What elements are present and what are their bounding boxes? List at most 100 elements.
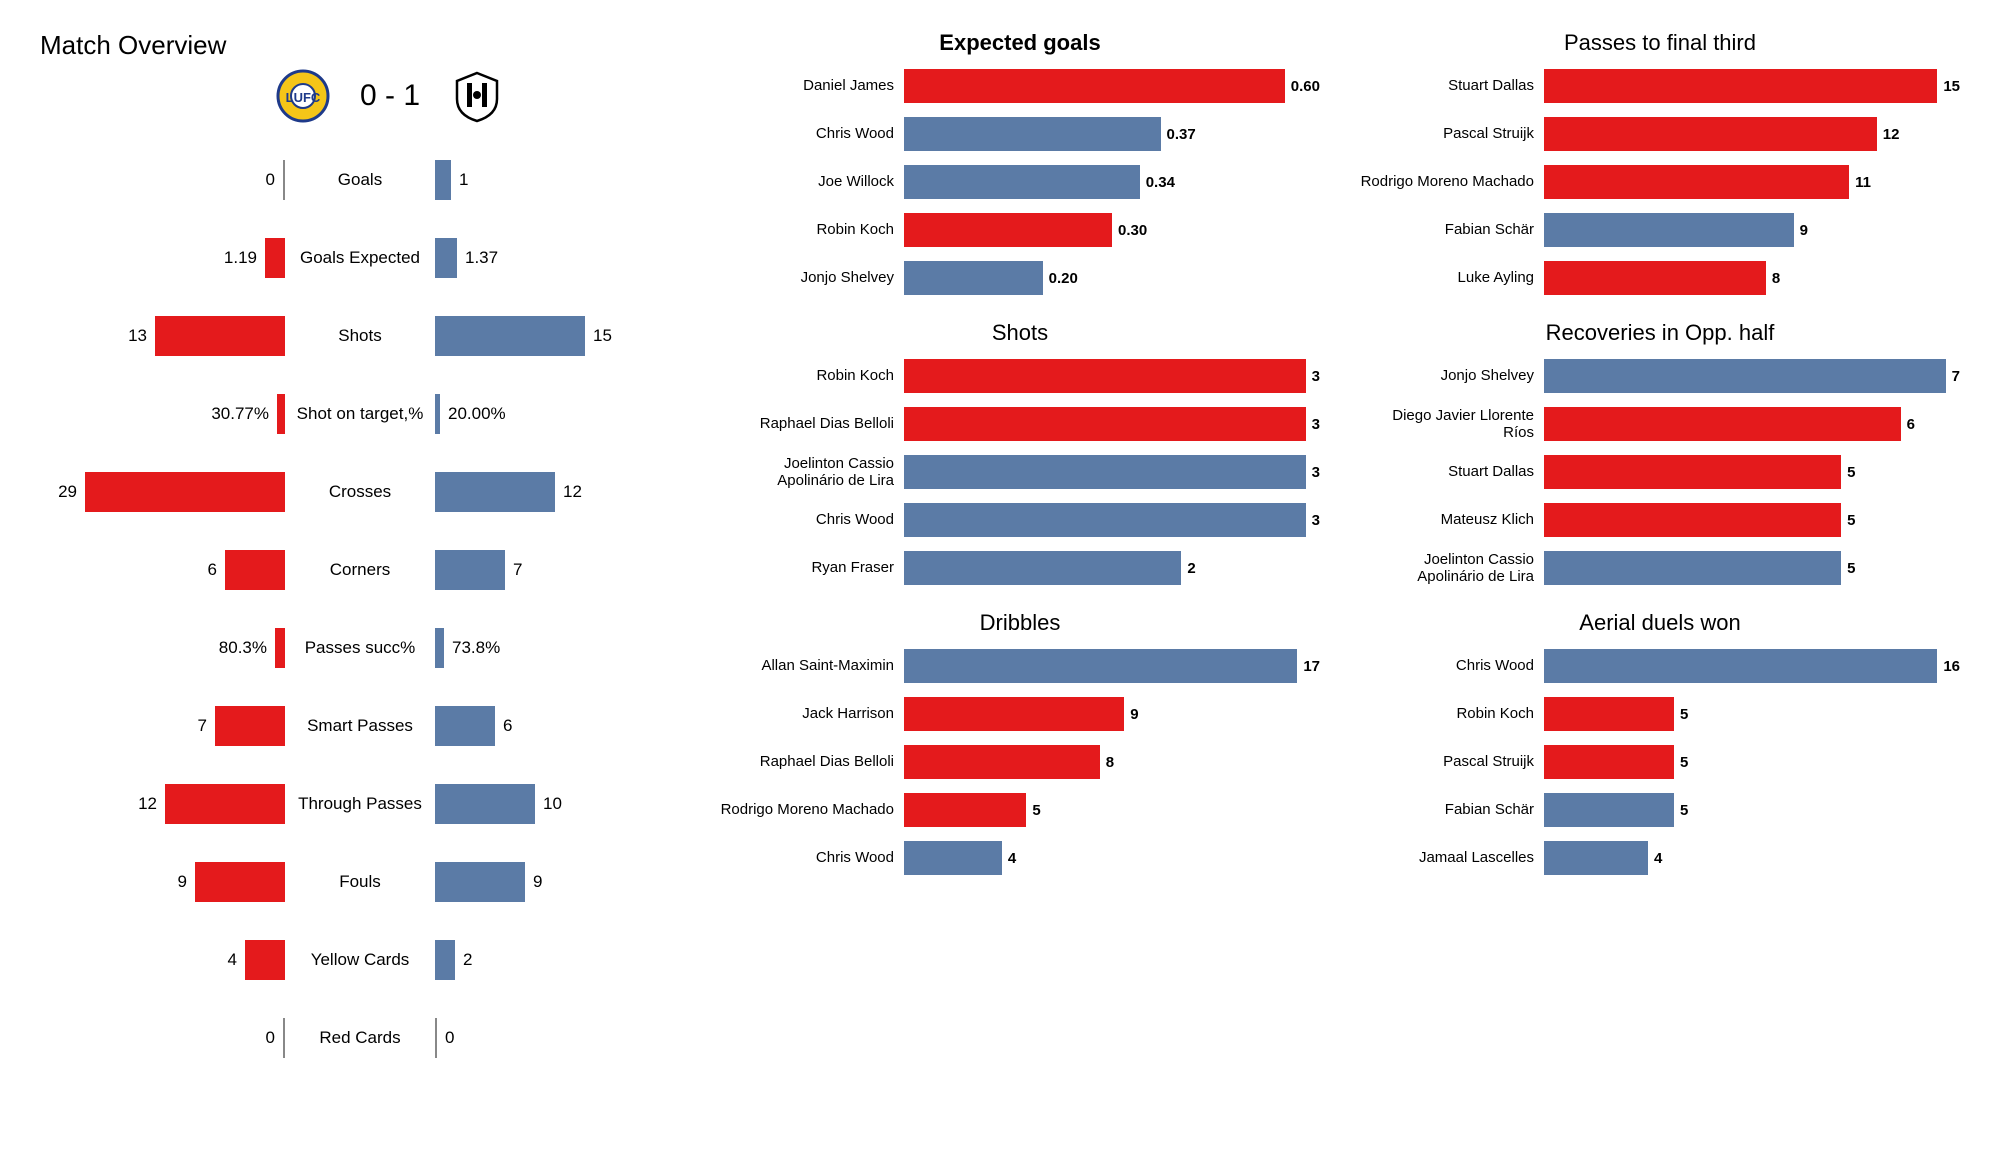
player-value: 0.37 bbox=[1161, 126, 1196, 143]
player-name: Robin Koch bbox=[720, 221, 898, 238]
player-value: 5 bbox=[1841, 464, 1855, 481]
overview-home-value: 12 bbox=[130, 794, 165, 814]
overview-home-side: 9 bbox=[40, 862, 285, 902]
player-value: 5 bbox=[1674, 706, 1688, 723]
player-value: 3 bbox=[1306, 416, 1320, 433]
player-bar bbox=[1544, 213, 1794, 247]
player-name: Pascal Struijk bbox=[1360, 753, 1538, 770]
overview-away-value: 7 bbox=[505, 560, 530, 580]
overview-away-side: 12 bbox=[435, 472, 680, 512]
player-row: Mateusz Klich5 bbox=[1360, 496, 1960, 544]
player-value: 0.34 bbox=[1140, 174, 1175, 191]
player-value: 3 bbox=[1306, 368, 1320, 385]
player-bar bbox=[904, 793, 1026, 827]
player-row: Stuart Dallas15 bbox=[1360, 62, 1960, 110]
overview-stat-label: Smart Passes bbox=[285, 716, 435, 736]
player-row: Daniel James0.60 bbox=[720, 62, 1320, 110]
home-badge-icon: LUFC bbox=[276, 69, 330, 123]
overview-home-bar bbox=[155, 316, 285, 356]
overview-away-bar bbox=[435, 472, 555, 512]
player-bar-wrap: 8 bbox=[904, 745, 1320, 779]
player-name: Fabian Schär bbox=[1360, 801, 1538, 818]
player-name: Jonjo Shelvey bbox=[1360, 367, 1538, 384]
overview-home-bar bbox=[85, 472, 285, 512]
player-bar bbox=[1544, 551, 1841, 585]
overview-away-side: 6 bbox=[435, 706, 680, 746]
player-bar-wrap: 0.37 bbox=[904, 117, 1320, 151]
player-value: 2 bbox=[1181, 560, 1195, 577]
overview-panel: Match Overview LUFC 0 - 1 0Goals11.19Goa bbox=[40, 30, 680, 1145]
player-chart-title: Aerial duels won bbox=[1360, 610, 1960, 636]
player-value: 9 bbox=[1124, 706, 1138, 723]
player-name: Joelinton Cassio Apolinário de Lira bbox=[720, 455, 898, 490]
player-bar-wrap: 4 bbox=[1544, 841, 1960, 875]
overview-home-side: 13 bbox=[40, 316, 285, 356]
player-value: 8 bbox=[1766, 270, 1780, 287]
overview-row: 13Shots15 bbox=[40, 297, 680, 375]
player-bar bbox=[1544, 455, 1841, 489]
player-bar-wrap: 3 bbox=[904, 407, 1320, 441]
player-chart: Recoveries in Opp. halfJonjo Shelvey7Die… bbox=[1360, 320, 1960, 592]
player-bar-wrap: 3 bbox=[904, 503, 1320, 537]
player-row: Fabian Schär 5 bbox=[1360, 786, 1960, 834]
player-chart: Expected goalsDaniel James0.60Chris Wood… bbox=[720, 30, 1320, 302]
overview-home-side: 0 bbox=[40, 160, 285, 200]
player-row: Jonjo Shelvey7 bbox=[1360, 352, 1960, 400]
player-row: Ryan Fraser2 bbox=[720, 544, 1320, 592]
player-bar bbox=[1544, 359, 1946, 393]
overview-home-bar bbox=[245, 940, 285, 980]
player-chart-title: Passes to final third bbox=[1360, 30, 1960, 56]
player-chart: Aerial duels wonChris Wood16Robin Koch5P… bbox=[1360, 610, 1960, 882]
overview-row: 30.77%Shot on target,%20.00% bbox=[40, 375, 680, 453]
player-bar-wrap: 0.20 bbox=[904, 261, 1320, 295]
overview-home-value: 0 bbox=[258, 1028, 283, 1048]
overview-stat-label: Shot on target,% bbox=[285, 404, 435, 424]
player-bar bbox=[904, 165, 1140, 199]
player-bar bbox=[1544, 697, 1674, 731]
player-bar-wrap: 9 bbox=[1544, 213, 1960, 247]
overview-stat-label: Fouls bbox=[285, 872, 435, 892]
player-bar-wrap: 17 bbox=[904, 649, 1320, 683]
player-value: 5 bbox=[1674, 802, 1688, 819]
player-row: Chris Wood0.37 bbox=[720, 110, 1320, 158]
player-bar-wrap: 9 bbox=[904, 697, 1320, 731]
player-charts-col-b: Passes to final third Stuart Dallas15 Pasc… bbox=[1360, 30, 1960, 1145]
player-row: Chris Wood4 bbox=[720, 834, 1320, 882]
player-row: Jamaal Lascelles4 bbox=[1360, 834, 1960, 882]
player-row: Raphael Dias Belloli8 bbox=[720, 738, 1320, 786]
overview-away-value: 15 bbox=[585, 326, 620, 346]
overview-home-value: 1.19 bbox=[216, 248, 265, 268]
overview-stat-label: Yellow Cards bbox=[285, 950, 435, 970]
player-bar-wrap: 5 bbox=[1544, 793, 1960, 827]
overview-away-side: 0 bbox=[435, 1018, 680, 1058]
overview-row: 0Red Cards0 bbox=[40, 999, 680, 1077]
overview-away-side: 1 bbox=[435, 160, 680, 200]
player-bar bbox=[904, 745, 1100, 779]
player-bar bbox=[904, 551, 1181, 585]
player-bar-wrap: 5 bbox=[1544, 455, 1960, 489]
overview-away-bar bbox=[435, 628, 444, 668]
player-bar bbox=[904, 69, 1285, 103]
player-bar bbox=[904, 359, 1306, 393]
overview-home-side: 0 bbox=[40, 1018, 285, 1058]
player-value: 15 bbox=[1937, 78, 1960, 95]
player-bar-wrap: 15 bbox=[1544, 69, 1960, 103]
overview-row: 1.19Goals Expected1.37 bbox=[40, 219, 680, 297]
overview-row: 0Goals1 bbox=[40, 141, 680, 219]
player-value: 5 bbox=[1026, 802, 1040, 819]
overview-away-bar bbox=[435, 862, 525, 902]
player-bar-wrap: 0.30 bbox=[904, 213, 1320, 247]
scoreline: LUFC 0 - 1 bbox=[40, 69, 680, 123]
overview-stat-label: Through Passes bbox=[285, 794, 435, 814]
player-name: Fabian Schär bbox=[1360, 221, 1538, 238]
overview-away-side: 20.00% bbox=[435, 394, 680, 434]
player-bar-wrap: 8 bbox=[1544, 261, 1960, 295]
overview-home-side: 7 bbox=[40, 706, 285, 746]
overview-away-value: 2 bbox=[455, 950, 480, 970]
overview-away-value: 12 bbox=[555, 482, 590, 502]
overview-away-value: 0 bbox=[437, 1028, 462, 1048]
overview-stat-label: Corners bbox=[285, 560, 435, 580]
player-row: Joe Willock0.34 bbox=[720, 158, 1320, 206]
overview-home-bar bbox=[165, 784, 285, 824]
player-bar-wrap: 5 bbox=[1544, 551, 1960, 585]
